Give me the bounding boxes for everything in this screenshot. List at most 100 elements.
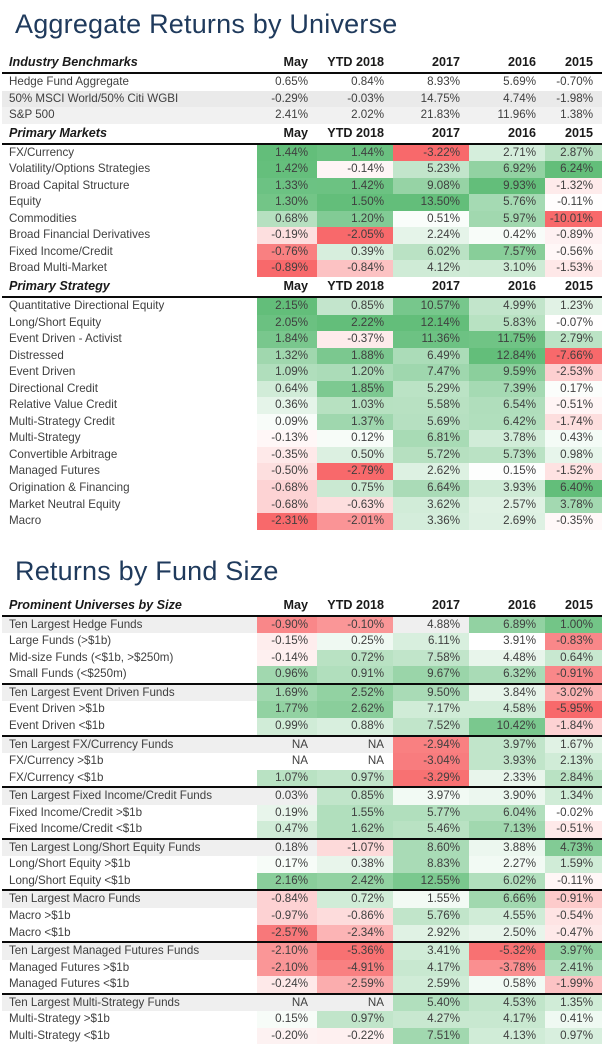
value-cell: -0.76% bbox=[257, 243, 317, 261]
value-cell: NA bbox=[367, 737, 384, 751]
value-cell: -5.95% bbox=[545, 701, 602, 718]
table-row: Fixed Income/Credit -0.76% 0.39% 6.02% 7.57%… bbox=[2, 243, 602, 261]
section-header-row: Primary Strategy May YTD 2018 2017 2016 2015 bbox=[2, 277, 602, 299]
value-cell: 6.04% bbox=[469, 804, 545, 822]
value-cell: 0.98% bbox=[545, 446, 602, 464]
value-cell: 2.42% bbox=[317, 872, 393, 890]
value-cell: 4.12% bbox=[393, 260, 469, 278]
table-row: Event Driven <$1b 0.99% 0.88% 7.52% 10.42% -1… bbox=[2, 717, 602, 737]
value-cell: 0.85% bbox=[317, 788, 393, 805]
value-cell: 1.07% bbox=[257, 769, 317, 787]
row-label: 50% MSCI World/50% Citi WGBI bbox=[9, 91, 179, 105]
value-cell: 1.34% bbox=[545, 788, 602, 805]
page-title-aggregate-returns: Aggregate Returns by Universe bbox=[15, 9, 398, 39]
value-cell: 6.89% bbox=[469, 616, 545, 634]
row-label: Managed Futures >$1b bbox=[9, 960, 130, 974]
table-row: Directional Credit 0.64% 1.85% 5.29% 7.39% 0.… bbox=[2, 380, 602, 398]
value-cell: -5.32% bbox=[469, 943, 545, 960]
value-cell: 6.24% bbox=[545, 161, 602, 178]
value-cell: 7.57% bbox=[469, 243, 545, 261]
table-row: Macro >$1b -0.97% -0.86% 5.76% 4.55% -0.54% bbox=[2, 907, 602, 925]
value-cell: 9.59% bbox=[469, 364, 545, 381]
value-cell: 2.69% bbox=[469, 513, 545, 530]
value-cell: -3.02% bbox=[545, 684, 602, 702]
value-cell: 3.78% bbox=[469, 430, 545, 447]
value-cell: 2.52% bbox=[317, 684, 393, 702]
table-row: Macro <$1b -2.57% -2.34% 2.92% 2.50% -0.47% bbox=[2, 924, 602, 944]
table-row: Macro -2.31% -2.01% 3.36% 2.69% -0.35% bbox=[2, 513, 602, 530]
value-cell: 3.41% bbox=[393, 943, 469, 960]
value-cell: 0.17% bbox=[257, 856, 317, 873]
row-label: Broad Capital Structure bbox=[9, 178, 130, 192]
value-cell: 2.05% bbox=[257, 314, 317, 332]
value-cell: 2.71% bbox=[469, 144, 545, 162]
value-cell: 12.84% bbox=[469, 347, 545, 365]
table-row: Managed Futures >$1b -2.10% -4.91% 4.17% -3.… bbox=[2, 959, 602, 977]
row-label: Ten Largest Hedge Funds bbox=[9, 617, 143, 631]
row-label: Long/Short Equity bbox=[9, 315, 102, 329]
value-cell: NA bbox=[291, 754, 308, 768]
table-row: FX/Currency 1.44% 1.44% -3.22% 2.71% 2.87% bbox=[2, 144, 602, 162]
value-cell: 0.72% bbox=[317, 891, 393, 908]
column-header: 2015 bbox=[564, 279, 593, 294]
row-label: Commodities bbox=[9, 211, 77, 225]
value-cell: 6.81% bbox=[393, 430, 469, 447]
column-header: May bbox=[283, 55, 309, 69]
value-cell: NA bbox=[291, 995, 308, 1009]
row-label: Event Driven >$1b bbox=[9, 702, 105, 716]
value-cell: 4.27% bbox=[393, 1011, 469, 1028]
column-header: YTD 2018 bbox=[327, 55, 384, 69]
table-row: Broad Multi-Market -0.89% -0.84% 4.12% 3.10%… bbox=[2, 260, 602, 278]
value-cell: 4.55% bbox=[469, 907, 545, 925]
value-cell: 1.55% bbox=[317, 804, 393, 822]
value-cell: NA bbox=[367, 754, 384, 768]
value-cell: 1.00% bbox=[545, 616, 602, 634]
value-cell: -0.91% bbox=[545, 666, 602, 683]
value-cell: -0.84% bbox=[257, 891, 317, 908]
row-label: Ten Largest Event Driven Funds bbox=[9, 685, 175, 699]
row-label: Broad Multi-Market bbox=[9, 261, 107, 275]
value-cell: -0.56% bbox=[545, 243, 602, 261]
value-cell: -0.63% bbox=[317, 496, 393, 514]
value-cell: -1.07% bbox=[317, 839, 393, 857]
aggregate-returns-table: Industry Benchmarks May YTD 2018 2017 2016 20… bbox=[2, 53, 602, 530]
value-cell: 0.91% bbox=[317, 666, 393, 683]
value-cell: 0.19% bbox=[257, 804, 317, 822]
table-row: Origination & Financing -0.68% 0.75% 6.64% 3… bbox=[2, 480, 602, 497]
table-row: Long/Short Equity <$1b 2.16% 2.42% 12.55% 6.… bbox=[2, 872, 602, 892]
value-cell: 13.50% bbox=[393, 194, 469, 211]
value-cell: 5.69% bbox=[393, 413, 469, 431]
value-cell: 5.40% bbox=[393, 994, 469, 1012]
value-cell: 11.36% bbox=[393, 331, 469, 348]
value-cell: 3.62% bbox=[393, 496, 469, 514]
row-label: Long/Short Equity <$1b bbox=[9, 873, 131, 887]
value-cell: -1.53% bbox=[545, 260, 602, 278]
value-cell: 2.15% bbox=[257, 298, 317, 315]
table-row: Small Funds (<$250m) 0.96% 0.91% 9.67% 6.32%… bbox=[2, 666, 602, 685]
value-cell: 6.54% bbox=[469, 397, 545, 414]
table-row: S&P 500 2.41% 2.02% 21.83% 11.96% 1.38% bbox=[2, 107, 602, 124]
value-cell: 7.47% bbox=[393, 364, 469, 381]
value-cell: 3.97% bbox=[393, 788, 469, 805]
table-row: Convertible Arbitrage -0.35% 0.50% 5.72% 5.7… bbox=[2, 446, 602, 464]
value-cell: 0.85% bbox=[317, 298, 393, 315]
row-label: Event Driven - Activist bbox=[9, 332, 122, 346]
row-label: Fixed Income/Credit >$1b bbox=[9, 805, 143, 819]
value-cell: 2.22% bbox=[317, 314, 393, 332]
value-cell: -1.99% bbox=[545, 976, 602, 993]
value-cell: -0.22% bbox=[317, 1027, 393, 1044]
value-cell: 9.67% bbox=[393, 666, 469, 683]
table-row: Hedge Fund Aggregate 0.65% 0.84% 8.93% 5.69%… bbox=[2, 74, 602, 91]
row-label: S&P 500 bbox=[9, 108, 55, 122]
fund-size-returns-table: Prominent Universes by Size May YTD 2018 20… bbox=[2, 596, 602, 1044]
value-cell: 8.83% bbox=[393, 856, 469, 873]
table-row: Ten Largest Event Driven Funds 1.69% 2.52%… bbox=[2, 684, 602, 702]
value-cell: 6.92% bbox=[469, 161, 545, 178]
row-label: Multi-Strategy Credit bbox=[9, 414, 115, 428]
value-cell: -2.34% bbox=[317, 924, 393, 942]
value-cell: -2.31% bbox=[257, 513, 317, 530]
table-row: Distressed 1.32% 1.88% 6.49% 12.84% -7.66% bbox=[2, 347, 602, 365]
section-header-label: Primary Markets bbox=[9, 125, 108, 140]
value-cell: -0.89% bbox=[257, 260, 317, 278]
value-cell: -3.29% bbox=[393, 769, 469, 787]
